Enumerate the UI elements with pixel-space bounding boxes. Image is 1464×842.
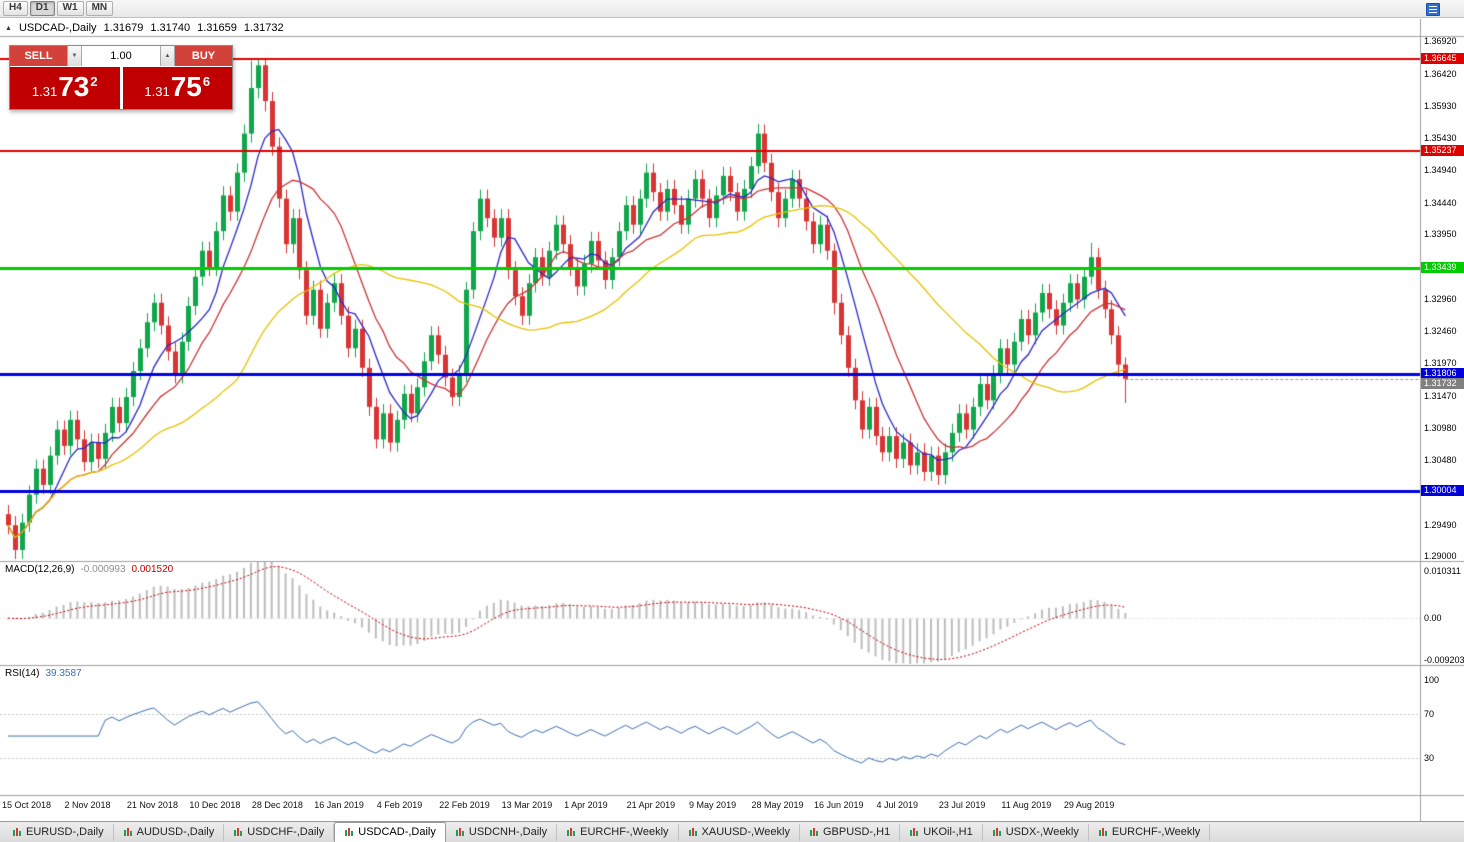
mini-candlestick-icon xyxy=(234,828,243,836)
chart-tab-eurusd-daily[interactable]: EURUSD-,Daily xyxy=(3,823,114,841)
one-click-trading-panel: SELL ▼ 1.00 ▲ BUY 1.31 73 2 1.31 75 6 xyxy=(9,45,233,110)
volume-increase-button[interactable]: ▲ xyxy=(160,46,175,66)
chart-tab-label: AUDUSD-,Daily xyxy=(136,826,215,838)
chart-tab-label: EURCHF-,Weekly xyxy=(1111,826,1201,838)
sell-price-prefix: 1.31 xyxy=(31,84,58,99)
chart-tab-label: EURCHF-,Weekly xyxy=(580,826,669,838)
sell-button[interactable]: SELL xyxy=(10,46,67,66)
chart-tab-usdcnh-daily[interactable]: USDCNH-,Daily xyxy=(446,823,558,841)
buy-button[interactable]: BUY xyxy=(175,46,232,66)
quote-close: 1.31732 xyxy=(243,22,284,34)
macd-value-main: -0.000993 xyxy=(80,564,126,575)
sell-price-big: 73 xyxy=(58,71,90,102)
quote-low: 1.31659 xyxy=(197,22,237,34)
mini-candlestick-icon xyxy=(455,828,464,836)
mini-candlestick-icon xyxy=(910,828,919,836)
mini-candlestick-icon xyxy=(688,828,697,836)
quote-high: 1.31740 xyxy=(150,22,191,34)
quote-open: 1.31679 xyxy=(103,22,144,34)
chart-symbol-title: USDCAD-,Daily xyxy=(18,22,97,34)
rsi-pane-label: RSI(14) 39.3587 xyxy=(5,668,82,679)
buy-price-prefix: 1.31 xyxy=(144,84,170,99)
chart-tab-usdx-weekly[interactable]: USDX-,Weekly xyxy=(983,823,1089,841)
chart-collapse-icon[interactable]: ▲ xyxy=(5,24,12,32)
mini-candlestick-icon xyxy=(809,828,818,836)
chart-tab-eurchf-weekly[interactable]: EURCHF-,Weekly xyxy=(1089,823,1211,841)
sell-price-pip: 2 xyxy=(90,74,98,89)
chart-tab-label: USDCAD-,Daily xyxy=(358,826,436,838)
macd-value-signal: 0.001520 xyxy=(131,564,174,575)
timeframe-button-h4[interactable]: H4 xyxy=(3,1,28,16)
sell-price-button[interactable]: 1.31 73 2 xyxy=(10,67,120,109)
mini-candlestick-icon xyxy=(123,828,132,836)
chart-title-bar: ▲ USDCAD-,Daily 1.31679 1.31740 1.31659 … xyxy=(5,21,284,35)
chart-tab-usdchf-daily[interactable]: USDCHF-,Daily xyxy=(224,823,335,841)
chart-container: ▲ USDCAD-,Daily 1.31679 1.31740 1.31659 … xyxy=(0,19,1464,821)
volume-decrease-button[interactable]: ▼ xyxy=(67,46,82,66)
buy-price-button[interactable]: 1.31 75 6 xyxy=(122,67,232,109)
chart-tab-label: EURUSD-,Daily xyxy=(26,826,104,838)
window-control-icon[interactable] xyxy=(1426,3,1440,16)
macd-indicator-name: MACD(12,26,9) xyxy=(5,564,75,575)
chart-tab-label: UKOil-,H1 xyxy=(923,826,973,838)
chart-tab-ukoil-h1[interactable]: UKOil-,H1 xyxy=(900,823,983,841)
chart-tab-usdcad-daily[interactable]: USDCAD-,Daily xyxy=(334,821,446,842)
timeframe-toolbar: H4 D1 W1 MN xyxy=(0,0,1464,18)
mini-candlestick-icon xyxy=(13,828,21,836)
macd-pane-label: MACD(12,26,9) -0.000993 0.001520 xyxy=(5,564,173,575)
buy-price-big: 75 xyxy=(170,71,202,102)
mini-candlestick-icon xyxy=(567,828,576,836)
chart-tab-eurchf-weekly[interactable]: EURCHF-,Weekly xyxy=(557,823,679,841)
timeframe-button-mn[interactable]: MN xyxy=(85,1,114,16)
buy-price-pip: 6 xyxy=(202,74,211,89)
chart-tab-label: USDX-,Weekly xyxy=(1005,826,1079,838)
timeframe-buttons: H4 D1 W1 MN xyxy=(3,1,115,16)
chart-tab-audusd-daily[interactable]: AUDUSD-,Daily xyxy=(114,823,225,841)
mini-candlestick-icon xyxy=(1098,828,1107,836)
chart-tab-xauusd-weekly[interactable]: XAUUSD-,Weekly xyxy=(679,823,800,841)
price-chart-canvas[interactable] xyxy=(0,19,1464,821)
chart-tab-label: XAUUSD-,Weekly xyxy=(701,826,790,838)
chart-tab-gbpusd-h1[interactable]: GBPUSD-,H1 xyxy=(800,823,901,841)
mini-candlestick-icon xyxy=(992,828,1001,836)
chart-tab-label: USDCHF-,Daily xyxy=(247,826,325,838)
chart-tab-label: GBPUSD-,H1 xyxy=(822,826,891,838)
mini-candlestick-icon xyxy=(345,828,354,836)
rsi-value: 39.3587 xyxy=(45,668,82,679)
volume-input[interactable]: 1.00 xyxy=(82,46,160,66)
chart-tab-label: USDCNH-,Daily xyxy=(468,826,548,838)
chart-tab-bar: EURUSD-,Daily AUDUSD-,Daily USDCHF-,Daily U… xyxy=(0,821,1464,842)
timeframe-button-w1[interactable]: W1 xyxy=(56,1,84,16)
timeframe-button-d1[interactable]: D1 xyxy=(29,1,55,16)
rsi-indicator-name: RSI(14) xyxy=(5,668,40,679)
